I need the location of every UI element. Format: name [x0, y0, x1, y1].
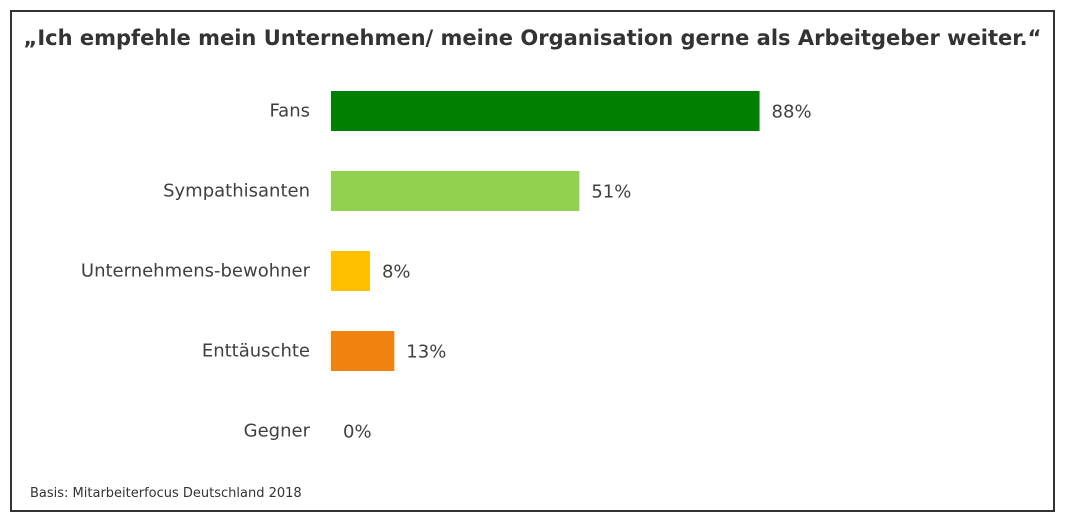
source-note: Basis: Mitarbeiterfocus Deutschland 2018 — [30, 486, 302, 501]
value-label-sympathisanten: 51% — [591, 182, 631, 203]
category-label-gegner: Gegner — [244, 421, 311, 442]
bar-entt-uschte — [331, 331, 395, 371]
bar-unternehmens-bewohner — [331, 251, 370, 291]
value-label-gegner: 0% — [343, 422, 372, 443]
bar-chart: Fans 88% Sympathisanten 51% Unternehmens-bew… — [81, 91, 812, 443]
category-label-unternehmens-bewohner: Unternehmens-bewohner — [81, 261, 311, 282]
bar-fans — [331, 91, 760, 131]
category-label-sympathisanten: Sympathisanten — [163, 181, 310, 202]
category-label-fans: Fans — [269, 101, 310, 122]
value-label-entt-uschte: 13% — [406, 342, 446, 363]
value-label-unternehmens-bewohner: 8% — [382, 262, 411, 283]
value-label-fans: 88% — [772, 102, 812, 123]
category-label-entt-uschte: Enttäuschte — [202, 341, 310, 362]
chart-title: „Ich empfehle mein Unternehmen/ meine Or… — [23, 26, 1042, 50]
chart-frame: „Ich empfehle mein Unternehmen/ meine Or… — [10, 10, 1055, 512]
bar-sympathisanten — [331, 171, 580, 211]
